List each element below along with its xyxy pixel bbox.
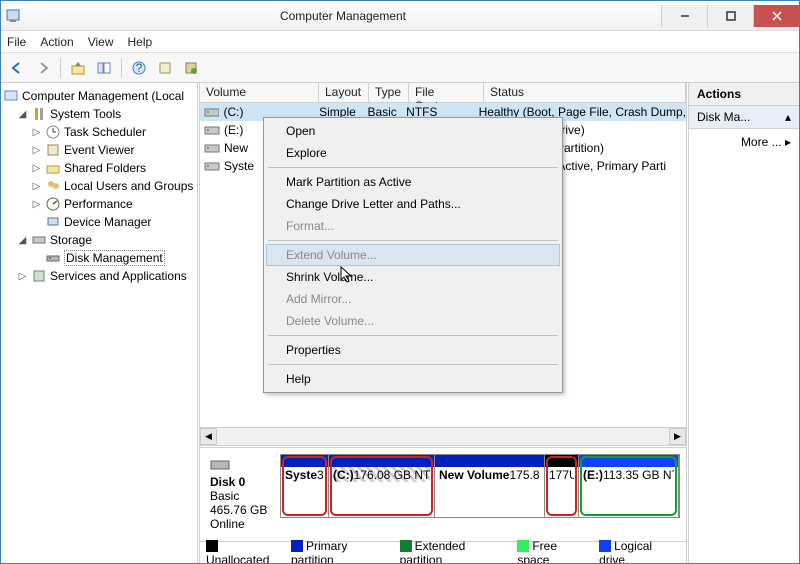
disk-name: Disk 0 bbox=[210, 475, 276, 489]
menu-view[interactable]: View bbox=[88, 35, 114, 49]
volume-list-header: Volume Layout Type File System Status bbox=[200, 83, 686, 103]
tree-services[interactable]: ▷Services and Applications bbox=[3, 267, 195, 285]
up-button[interactable] bbox=[66, 56, 90, 80]
show-hide-button[interactable] bbox=[92, 56, 116, 80]
ctx-change-letter[interactable]: Change Drive Letter and Paths... bbox=[266, 193, 560, 215]
tree-shared-folders[interactable]: ▷Shared Folders bbox=[3, 159, 195, 177]
tree-disk-management[interactable]: Disk Management bbox=[3, 249, 195, 267]
toolbar: ? bbox=[1, 53, 799, 83]
ctx-properties[interactable]: Properties bbox=[266, 339, 560, 361]
partition[interactable]: Syste350 MHealt bbox=[281, 455, 329, 517]
partition[interactable]: 177Una bbox=[545, 455, 579, 517]
col-type[interactable]: Type bbox=[369, 83, 409, 102]
disk-partitions: Syste350 MHealt(C:)176.08 GB NTFHealthy … bbox=[280, 454, 680, 518]
titlebar: Computer Management bbox=[1, 1, 799, 31]
col-layout[interactable]: Layout bbox=[319, 83, 369, 102]
menu-file[interactable]: File bbox=[7, 35, 26, 49]
legend-unallocated: Unallocated bbox=[206, 553, 269, 564]
disk-graphic-panel: Disk 0 Basic 465.76 GB Online Syste350 M… bbox=[200, 445, 686, 541]
partition[interactable]: New Volume175.80 GB NTFHealthy (Prim bbox=[435, 455, 545, 517]
ctx-shrink-volume[interactable]: Shrink Volume... bbox=[266, 266, 560, 288]
col-filesystem[interactable]: File System bbox=[409, 83, 484, 102]
menu-help[interactable]: Help bbox=[128, 35, 153, 49]
partition[interactable]: (E:)113.35 GB NTHealthy (Log bbox=[579, 455, 679, 517]
tree-event-viewer[interactable]: ▷Event Viewer bbox=[3, 141, 195, 159]
disk-info: Disk 0 Basic 465.76 GB Online bbox=[206, 454, 280, 535]
col-status[interactable]: Status bbox=[484, 83, 686, 102]
menubar: File Action View Help bbox=[1, 31, 799, 53]
actions-more[interactable]: More ... ▸ bbox=[689, 129, 799, 155]
nav-tree: Computer Management (Local ◢System Tools… bbox=[1, 83, 200, 563]
tree-root[interactable]: Computer Management (Local bbox=[3, 87, 195, 105]
ctx-delete-volume: Delete Volume... bbox=[266, 310, 560, 332]
help-button[interactable]: ? bbox=[127, 56, 151, 80]
disk-state: Online bbox=[210, 517, 276, 531]
partition[interactable]: (C:)176.08 GB NTFHealthy (Boot, bbox=[329, 455, 435, 517]
settings-button[interactable] bbox=[153, 56, 177, 80]
ctx-help[interactable]: Help bbox=[266, 368, 560, 390]
disk-size: 465.76 GB bbox=[210, 503, 276, 517]
tree-local-users[interactable]: ▷Local Users and Groups bbox=[3, 177, 195, 195]
scroll-right-icon[interactable]: ▶ bbox=[669, 428, 686, 445]
actions-group[interactable]: Disk Ma...▴ bbox=[689, 106, 799, 129]
actions-header: Actions bbox=[689, 83, 799, 106]
h-scrollbar[interactable]: ◀▶ bbox=[200, 427, 686, 445]
app-icon bbox=[1, 8, 25, 24]
context-menu: Open Explore Mark Partition as Active Ch… bbox=[263, 117, 563, 393]
window-title: Computer Management bbox=[25, 9, 661, 23]
legend: Unallocated Primary partition Extended p… bbox=[200, 541, 686, 563]
refresh-button[interactable] bbox=[179, 56, 203, 80]
tree-storage[interactable]: ◢Storage bbox=[3, 231, 195, 249]
ctx-open[interactable]: Open bbox=[266, 120, 560, 142]
tree-task-scheduler[interactable]: ▷Task Scheduler bbox=[3, 123, 195, 141]
disk-type: Basic bbox=[210, 489, 276, 503]
ctx-format: Format... bbox=[266, 215, 560, 237]
menu-action[interactable]: Action bbox=[40, 35, 73, 49]
svg-text:?: ? bbox=[136, 61, 143, 75]
disk-icon bbox=[210, 458, 230, 472]
actions-pane: Actions Disk Ma...▴ More ... ▸ bbox=[689, 83, 799, 563]
tree-system-tools[interactable]: ◢System Tools bbox=[3, 105, 195, 123]
maximize-button[interactable] bbox=[707, 5, 753, 27]
tree-performance[interactable]: ▷Performance bbox=[3, 195, 195, 213]
ctx-mark-active[interactable]: Mark Partition as Active bbox=[266, 171, 560, 193]
scroll-left-icon[interactable]: ◀ bbox=[200, 428, 217, 445]
ctx-extend-volume: Extend Volume... bbox=[266, 244, 560, 266]
tree-device-manager[interactable]: Device Manager bbox=[3, 213, 195, 231]
minimize-button[interactable] bbox=[661, 5, 707, 27]
ctx-explore[interactable]: Explore bbox=[266, 142, 560, 164]
forward-button[interactable] bbox=[31, 56, 55, 80]
back-button[interactable] bbox=[5, 56, 29, 80]
close-button[interactable] bbox=[753, 5, 799, 27]
col-volume[interactable]: Volume bbox=[200, 83, 319, 102]
ctx-add-mirror: Add Mirror... bbox=[266, 288, 560, 310]
